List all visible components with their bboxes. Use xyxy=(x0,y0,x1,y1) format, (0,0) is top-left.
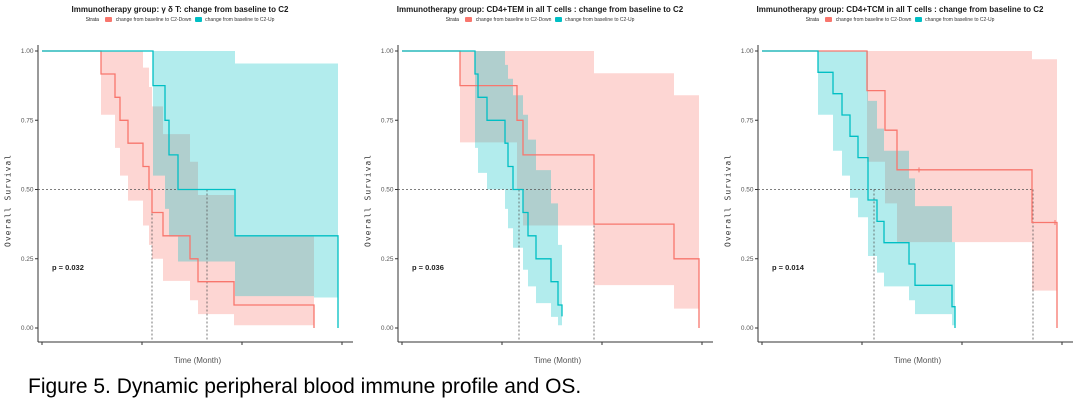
x-axis-label: Time (Month) xyxy=(173,356,222,365)
strata-label: Strata xyxy=(805,17,819,23)
y-tick-label: 0.25 xyxy=(21,256,34,263)
y-tick-label: 0.75 xyxy=(741,117,754,124)
legend-label-up: change from baseline to C2-Up xyxy=(205,17,275,23)
y-tick-label: 0.00 xyxy=(741,325,754,332)
km-curve-down xyxy=(42,50,315,328)
legend-key-down-swatch xyxy=(105,17,113,23)
y-tick-label: 0.25 xyxy=(741,256,754,263)
y-axis-label: Overall Survival xyxy=(3,153,13,247)
x-axis-label: Time (Month) xyxy=(893,356,942,365)
legend-key-down-swatch xyxy=(465,17,473,23)
legend-label-up: change from baseline to C2-Up xyxy=(925,17,995,23)
km-curve-up xyxy=(762,50,956,328)
strata-label: Strata xyxy=(445,17,459,23)
ci-band-down xyxy=(762,51,1057,291)
km-plot-cd4tem: 1.000.750.500.250.000102030p = 0.036 xyxy=(381,45,713,345)
y-tick-label: 0.50 xyxy=(381,187,394,194)
km-panel-cd4tem: 1.000.750.500.250.000102030p = 0.036 Imm… xyxy=(360,0,720,370)
km-panel-gdt: 1.000.750.500.250.000102030p = 0.032 Imm… xyxy=(0,0,360,370)
strata-legend: Strata change from baseline to C2-Down c… xyxy=(0,17,360,23)
panel-title: Immunotherapy group: CD4+TCM in all T ce… xyxy=(756,5,1044,14)
y-tick-label: 1.00 xyxy=(741,48,754,55)
legend-label-down: change from baseline to C2-Down xyxy=(475,17,552,23)
km-plot-cd4tcm: 1.000.750.500.250.000102030p = 0.014 xyxy=(741,45,1073,345)
legend-key-down-swatch xyxy=(825,17,833,23)
ci-band-up xyxy=(402,51,562,326)
panel-title: Immunotherapy group: CD4+TEM in all T ce… xyxy=(396,5,684,14)
ci-band-down xyxy=(402,51,699,309)
y-tick-label: 0.75 xyxy=(381,117,394,124)
strata-legend: Strata change from baseline to C2-Down c… xyxy=(720,17,1080,23)
km-panel-cd4tcm: 1.000.750.500.250.000102030p = 0.014 Imm… xyxy=(720,0,1080,370)
y-tick-label: 0.00 xyxy=(21,325,34,332)
y-tick-label: 0.25 xyxy=(381,256,394,263)
strata-legend: Strata change from baseline to C2-Down c… xyxy=(360,17,720,23)
legend-key-up-swatch xyxy=(554,17,562,23)
figure-caption: Figure 5. Dynamic peripheral blood immun… xyxy=(28,375,582,398)
km-curve-up xyxy=(402,50,563,317)
legend-label-down: change from baseline to C2-Down xyxy=(115,17,192,23)
p-value: p = 0.014 xyxy=(772,263,805,272)
legend-label-up: change from baseline to C2-Up xyxy=(565,17,635,23)
legend-key-up-swatch xyxy=(914,17,922,23)
km-plot-gdt: 1.000.750.500.250.000102030p = 0.032 xyxy=(21,45,353,345)
km-curve-down xyxy=(762,50,1058,328)
strata-label: Strata xyxy=(85,17,99,23)
y-tick-label: 0.75 xyxy=(21,117,34,124)
p-value: p = 0.032 xyxy=(52,263,84,272)
legend-label-down: change from baseline to C2-Down xyxy=(835,17,912,23)
y-tick-label: 1.00 xyxy=(21,48,34,55)
km-curve-up xyxy=(42,50,339,328)
panel-title: Immunotherapy group: γ δ T: change from … xyxy=(71,5,289,14)
y-axis-label: Overall Survival xyxy=(363,153,373,247)
ci-band-up xyxy=(762,51,955,326)
p-value: p = 0.036 xyxy=(412,263,444,272)
y-tick-label: 0.50 xyxy=(21,187,34,194)
km-curve-down xyxy=(402,50,700,328)
y-tick-label: 0.50 xyxy=(741,187,754,194)
y-tick-label: 1.00 xyxy=(381,48,394,55)
x-axis-label: Time (Month) xyxy=(533,356,582,365)
y-tick-label: 0.00 xyxy=(381,325,394,332)
legend-key-up-swatch xyxy=(194,17,202,23)
ci-band-up xyxy=(42,51,338,315)
y-axis-label: Overall Survival xyxy=(723,153,733,247)
